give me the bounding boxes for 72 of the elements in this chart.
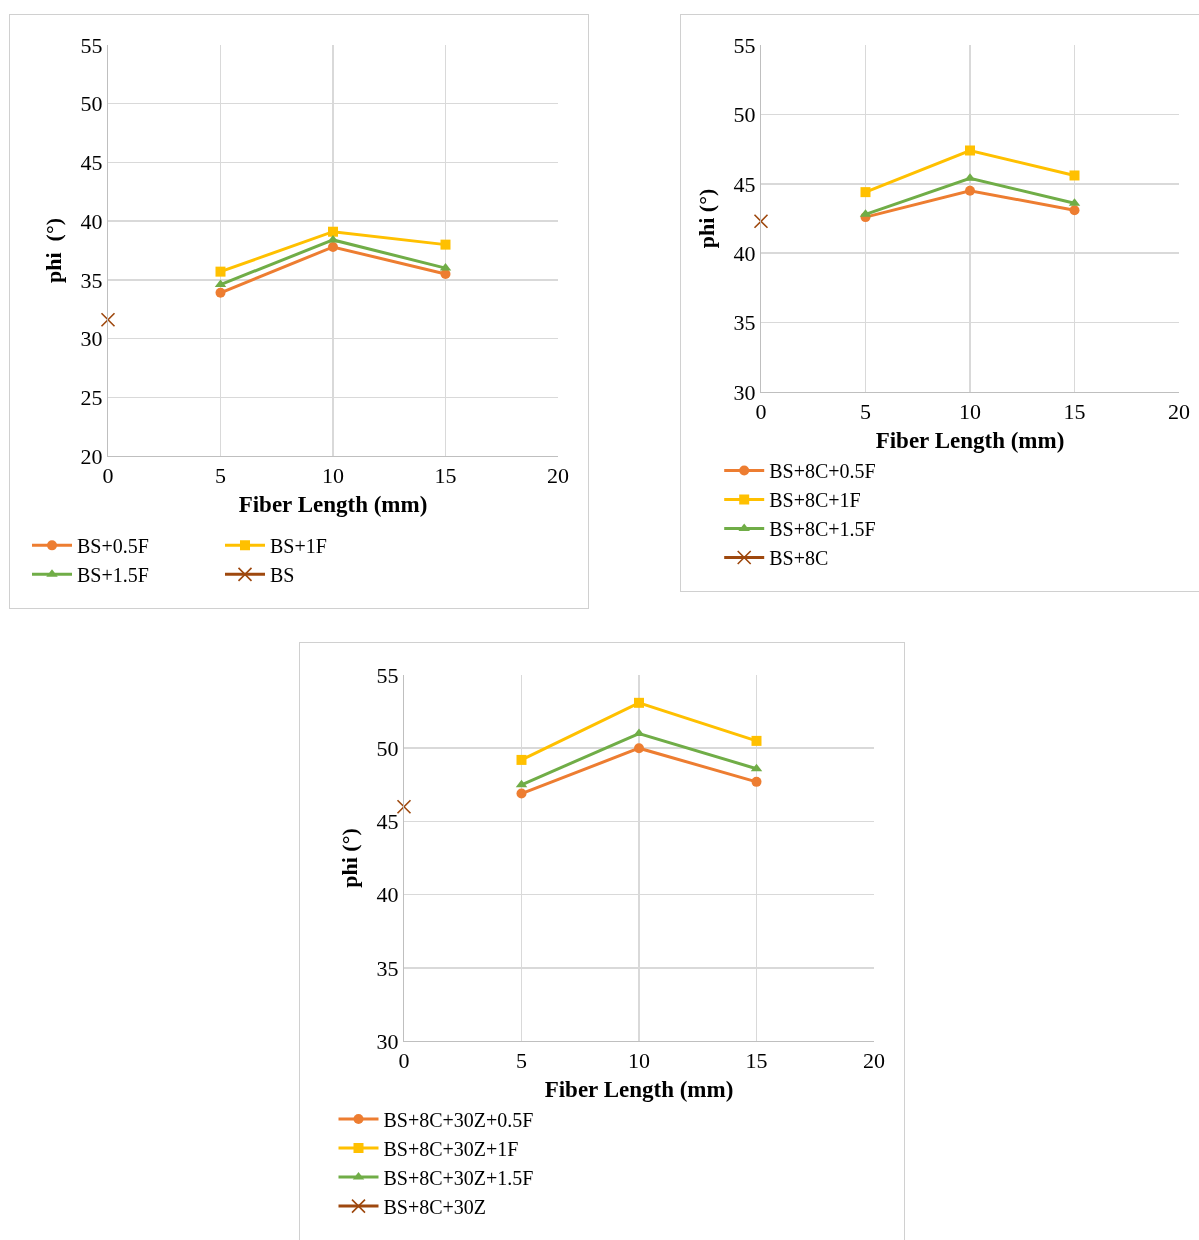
point xyxy=(634,697,644,708)
point xyxy=(328,226,338,237)
legend-label: BS+8C+1.5F xyxy=(769,518,876,541)
x-axis-title: Fiber Length (mm) xyxy=(544,1077,734,1102)
x-tick-label: 15 xyxy=(745,1048,768,1074)
point xyxy=(516,788,527,799)
point xyxy=(396,799,412,815)
x-tick-label: 20 xyxy=(547,463,569,489)
point xyxy=(440,239,451,250)
x-tick-label: 0 xyxy=(102,463,114,489)
point xyxy=(215,266,226,277)
point xyxy=(753,213,769,229)
point xyxy=(751,735,762,746)
y-tick-label: 45 xyxy=(80,150,103,176)
y-tick-label: 30 xyxy=(376,1028,399,1054)
y-axis-title: phi (°) xyxy=(41,217,67,284)
point xyxy=(965,185,975,196)
legend-label: BS+8C+30Z xyxy=(383,1195,487,1218)
y-axis-title: phi (°) xyxy=(694,188,720,249)
point xyxy=(860,187,871,198)
x-tick-label: 0 xyxy=(755,399,767,425)
x-tick-label: 5 xyxy=(516,1048,527,1074)
x-tick-label: 5 xyxy=(860,399,871,425)
x-axis-title: Fiber Length (mm) xyxy=(238,492,428,517)
x-tick-label: 10 xyxy=(628,1048,650,1074)
y-tick-label: 50 xyxy=(376,735,399,761)
y-tick-label: 50 xyxy=(733,102,756,128)
x-axis-title: Fiber Length (mm) xyxy=(875,428,1065,453)
y-tick-label: 35 xyxy=(80,267,103,293)
legend-label: BS+8C+30Z+0.5F xyxy=(383,1108,534,1131)
y-axis-title: phi (°) xyxy=(337,828,363,888)
point xyxy=(1069,170,1080,181)
point xyxy=(328,241,338,252)
point xyxy=(215,287,226,298)
y-tick-label: 25 xyxy=(80,384,103,410)
y-tick-label: 40 xyxy=(376,882,399,908)
point xyxy=(634,743,644,754)
legend-label: BS+8C+30Z+1.5F xyxy=(383,1166,534,1189)
x-tick-label: 15 xyxy=(434,463,457,489)
y-tick-label: 55 xyxy=(80,32,103,58)
legend-label: BS+8C+1F xyxy=(769,489,861,512)
y-tick-label: 30 xyxy=(80,326,103,352)
legend-label: BS+8C+30Z+1F xyxy=(383,1137,519,1160)
y-tick-label: 35 xyxy=(733,310,756,336)
legend-label: BS+1F xyxy=(270,535,327,558)
legend-label: BS+8C+0.5F xyxy=(769,460,876,483)
x-tick-label: 15 xyxy=(1063,399,1086,425)
y-tick-label: 45 xyxy=(376,809,399,835)
y-tick-label: 35 xyxy=(376,955,399,981)
point xyxy=(516,754,527,765)
point xyxy=(751,776,762,787)
x-tick-label: 5 xyxy=(215,463,226,489)
y-tick-label: 45 xyxy=(733,171,756,197)
y-tick-label: 55 xyxy=(733,32,756,58)
x-tick-label: 10 xyxy=(959,399,981,425)
y-tick-label: 20 xyxy=(80,443,103,469)
y-tick-label: 30 xyxy=(733,379,756,405)
point xyxy=(100,312,116,328)
point xyxy=(965,145,975,156)
y-tick-label: 55 xyxy=(376,662,399,688)
legend-label: BS+0.5F xyxy=(77,535,149,558)
y-tick-label: 50 xyxy=(80,91,103,117)
x-tick-label: 20 xyxy=(1168,399,1190,425)
y-tick-label: 40 xyxy=(80,208,103,234)
legend-label: BS+8C xyxy=(769,547,829,570)
x-tick-label: 0 xyxy=(398,1048,410,1074)
point xyxy=(1069,205,1080,216)
y-tick-label: 40 xyxy=(733,240,756,266)
legend-label: BS xyxy=(270,564,295,587)
x-tick-label: 10 xyxy=(322,463,344,489)
x-tick-label: 20 xyxy=(863,1048,885,1074)
legend-label: BS+1.5F xyxy=(77,564,149,587)
